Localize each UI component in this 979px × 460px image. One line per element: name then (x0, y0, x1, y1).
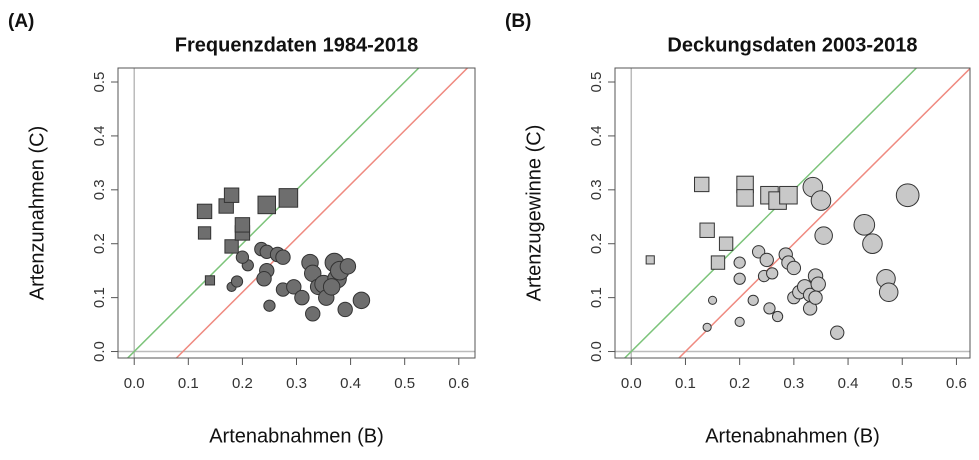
square-point (779, 185, 798, 205)
square-point (197, 226, 212, 240)
circle-point (263, 299, 276, 312)
x-axis-title: Artenabnahmen (B) (209, 425, 384, 447)
x-tick-label: 0.6 (946, 375, 967, 392)
circle-point (878, 282, 899, 303)
x-tick-label: 0.3 (286, 375, 307, 392)
y-tick-label: 0.4 (588, 125, 605, 146)
y-tick-label: 0.2 (91, 233, 108, 254)
circle-point (786, 260, 802, 276)
square-point (694, 176, 710, 193)
circle-point (810, 190, 832, 211)
circle-point (322, 278, 341, 296)
square-point (718, 236, 734, 251)
chart-title: Deckungsdaten 2003-2018 (667, 34, 917, 56)
plot-frame (614, 67, 971, 359)
x-tick-label: 0.1 (178, 375, 199, 392)
y-tick-label: 0.1 (91, 287, 108, 308)
circle-point (286, 279, 302, 295)
panel-label: (A) (8, 11, 34, 32)
circle-point (810, 276, 826, 292)
circle-point (352, 291, 371, 310)
circle-point (339, 258, 357, 275)
chart-title: Frequenzdaten 1984-2018 (175, 34, 418, 56)
y-tick-label: 0.5 (91, 72, 108, 93)
x-tick-label: 0.1 (675, 375, 696, 392)
x-tick-label: 0.5 (892, 375, 913, 392)
y-tick-label: 0.0 (91, 341, 108, 362)
x-tick-label: 0.6 (448, 375, 469, 392)
square-point (223, 187, 240, 203)
square-point (699, 222, 715, 238)
y-axis-title: Artenzugewinne (C) (523, 125, 545, 302)
x-tick-label: 0.3 (783, 375, 804, 392)
square-point (196, 203, 213, 220)
square-point (710, 255, 726, 270)
circle-point (766, 267, 779, 280)
circle-point (830, 325, 845, 340)
square-point (224, 239, 239, 254)
x-tick-label: 0.4 (838, 375, 859, 392)
circle-point (895, 183, 920, 208)
circle-point (808, 290, 823, 305)
circle-point (702, 322, 712, 332)
reference-line (677, 68, 970, 358)
square-point (234, 217, 251, 233)
circle-point (707, 295, 718, 305)
reference-line (175, 68, 469, 358)
x-tick-label: 0.4 (340, 375, 361, 392)
y-axis-title: Artenzunahmen (C) (26, 126, 48, 301)
circle-point (235, 250, 250, 264)
circle-point (862, 233, 883, 255)
y-tick-label: 0.3 (91, 179, 108, 200)
square-point (736, 189, 754, 207)
circle-point (814, 226, 833, 245)
circle-point (256, 271, 272, 287)
circle-point (275, 249, 291, 265)
circle-point (853, 214, 876, 236)
x-tick-label: 0.0 (621, 375, 642, 392)
square-point (278, 188, 299, 208)
x-tick-label: 0.2 (232, 375, 253, 392)
x-tick-label: 0.0 (124, 375, 145, 392)
x-tick-label: 0.5 (394, 375, 415, 392)
circle-point (759, 252, 774, 268)
y-tick-label: 0.0 (588, 341, 605, 362)
circle-point (230, 275, 244, 288)
circle-point (337, 301, 353, 318)
circle-point (305, 306, 321, 322)
circle-point (733, 256, 746, 269)
circle-point (734, 316, 745, 327)
panel-label: (B) (505, 11, 531, 32)
y-tick-label: 0.1 (588, 287, 605, 308)
square-point (204, 275, 216, 286)
y-tick-label: 0.2 (588, 233, 605, 254)
y-tick-label: 0.4 (91, 125, 108, 146)
circle-point (294, 289, 310, 306)
circle-point (733, 272, 746, 285)
circle-point (763, 302, 776, 315)
circle-point (771, 310, 784, 323)
square-point (645, 255, 655, 265)
x-axis-title: Artenabnahmen (B) (705, 425, 880, 447)
x-tick-label: 0.2 (729, 375, 750, 392)
y-tick-label: 0.5 (588, 72, 605, 93)
y-tick-label: 0.3 (588, 179, 605, 200)
circle-point (747, 294, 759, 306)
square-point (257, 195, 277, 215)
